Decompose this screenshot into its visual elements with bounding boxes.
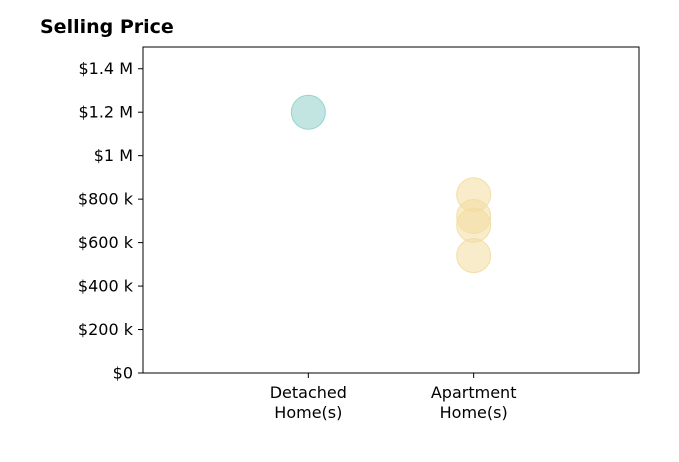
- y-tick-label: $0: [113, 364, 133, 383]
- data-points: [290, 94, 492, 274]
- x-tick-label-line: Apartment: [431, 383, 517, 402]
- x-tick-label: Detached Home(s): [270, 383, 347, 422]
- x-tick-label-line: Home(s): [274, 403, 342, 422]
- y-tick-label: $200 k: [78, 320, 134, 339]
- x-tick-label-line: Detached: [270, 383, 347, 402]
- y-axis-ticks: $0 $200 k $400 k $600 k $800 k $1 M $1.2 M $1.4…: [78, 59, 143, 383]
- data-point: [456, 207, 492, 243]
- y-tick-label: $1 M: [94, 146, 133, 165]
- data-point: [290, 94, 326, 130]
- y-tick-label: $600 k: [78, 233, 134, 252]
- x-tick-label: Apartment Home(s): [431, 383, 517, 422]
- y-tick-label: $1.4 M: [78, 59, 133, 78]
- y-tick-label: $400 k: [78, 277, 134, 296]
- plot-area-frame: [142, 46, 640, 374]
- x-axis-ticks: Detached Home(s)Apartment Home(s): [270, 373, 517, 422]
- x-tick-label-line: Home(s): [440, 403, 508, 422]
- chart-title: Selling Price: [40, 16, 174, 38]
- data-point: [456, 238, 492, 274]
- y-tick-label: $1.2 M: [78, 103, 133, 122]
- y-tick-label: $800 k: [78, 190, 134, 209]
